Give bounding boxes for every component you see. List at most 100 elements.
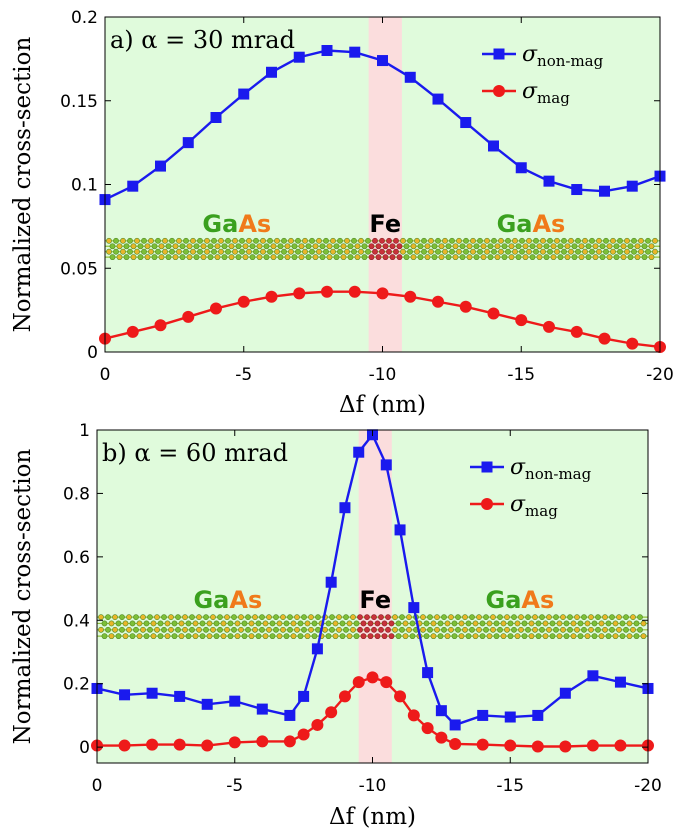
atom: [519, 237, 525, 244]
atom: [290, 620, 297, 627]
atom: [571, 254, 578, 261]
atom: [185, 620, 192, 627]
atom: [441, 614, 447, 621]
atom: [637, 614, 643, 621]
atom: [336, 626, 342, 633]
atom: [326, 254, 333, 261]
atom: [486, 633, 493, 640]
atom: [197, 237, 203, 244]
atom: [183, 237, 189, 244]
atom: [347, 254, 354, 261]
atom: [438, 254, 445, 261]
atom: [494, 243, 501, 250]
atom: [175, 626, 181, 633]
atom: [605, 633, 612, 640]
atom: [633, 633, 640, 640]
atom: [435, 237, 441, 244]
atom: [491, 237, 497, 244]
atom: [256, 254, 263, 261]
atom: [182, 614, 188, 621]
atom: [550, 243, 557, 250]
atom: [150, 633, 157, 640]
atom: [343, 614, 349, 621]
atom: [182, 626, 188, 633]
atom: [386, 237, 392, 244]
atom: [518, 614, 524, 621]
data-point-mag: [432, 295, 444, 308]
data-point-mag: [476, 738, 489, 751]
data-point-non-mag: [614, 676, 626, 688]
atom: [430, 633, 437, 640]
atom: [430, 620, 437, 627]
atom: [144, 243, 151, 250]
atom-strip: [97, 614, 648, 640]
atom: [445, 254, 452, 261]
atom: [463, 248, 469, 255]
atom: [262, 633, 269, 640]
atom: [295, 237, 301, 244]
atom: [375, 243, 382, 250]
atom: [420, 626, 426, 633]
data-point-mag: [154, 319, 167, 332]
atom: [151, 243, 158, 250]
atom: [487, 254, 494, 261]
y-tick-label: 1: [79, 421, 90, 441]
atom: [287, 614, 293, 621]
atom: [283, 633, 290, 640]
atom: [203, 614, 209, 621]
atom: [161, 626, 167, 633]
atom: [147, 626, 153, 633]
atom: [515, 254, 522, 261]
data-point-non-mag: [325, 576, 337, 588]
atom: [147, 614, 153, 621]
atom: [414, 248, 420, 255]
legend-subscript: non-mag: [525, 465, 592, 483]
atom: [256, 243, 263, 250]
atom: [402, 620, 409, 627]
atom: [539, 614, 545, 621]
data-point-mag: [515, 314, 528, 327]
atom: [242, 243, 249, 250]
data-point-mag: [421, 722, 434, 735]
legend-label: σnon-mag: [522, 42, 604, 70]
atom: [588, 626, 594, 633]
atom: [403, 243, 410, 250]
atom: [487, 243, 494, 250]
atom: [239, 248, 245, 255]
atom: [617, 248, 623, 255]
atom: [116, 254, 123, 261]
atom: [648, 254, 655, 261]
fe-band: [368, 17, 402, 352]
atom: [459, 243, 466, 250]
atom: [312, 243, 319, 250]
atom: [470, 248, 476, 255]
atom: [172, 254, 179, 261]
atom: [273, 626, 279, 633]
atom: [253, 237, 259, 244]
y-tick-label: 0.2: [71, 8, 98, 28]
atom: [287, 626, 293, 633]
atom: [522, 243, 529, 250]
atom: [497, 626, 503, 633]
atom: [253, 248, 259, 255]
atom: [505, 237, 511, 244]
atom: [175, 614, 181, 621]
atom: [603, 248, 609, 255]
x-axis-label: Δf (nm): [339, 392, 426, 418]
atom: [269, 633, 276, 640]
atom: [122, 633, 129, 640]
atom: [266, 626, 272, 633]
atom: [155, 248, 161, 255]
atom: [346, 620, 353, 627]
x-tick-label: -20: [634, 776, 662, 796]
atom: [609, 614, 615, 621]
atom: [214, 254, 221, 261]
atom: [267, 237, 273, 244]
atom: [123, 243, 130, 250]
atom: [483, 626, 489, 633]
atom: [119, 626, 125, 633]
atom: [108, 620, 115, 627]
atom: [148, 237, 154, 244]
atom: [402, 633, 409, 640]
